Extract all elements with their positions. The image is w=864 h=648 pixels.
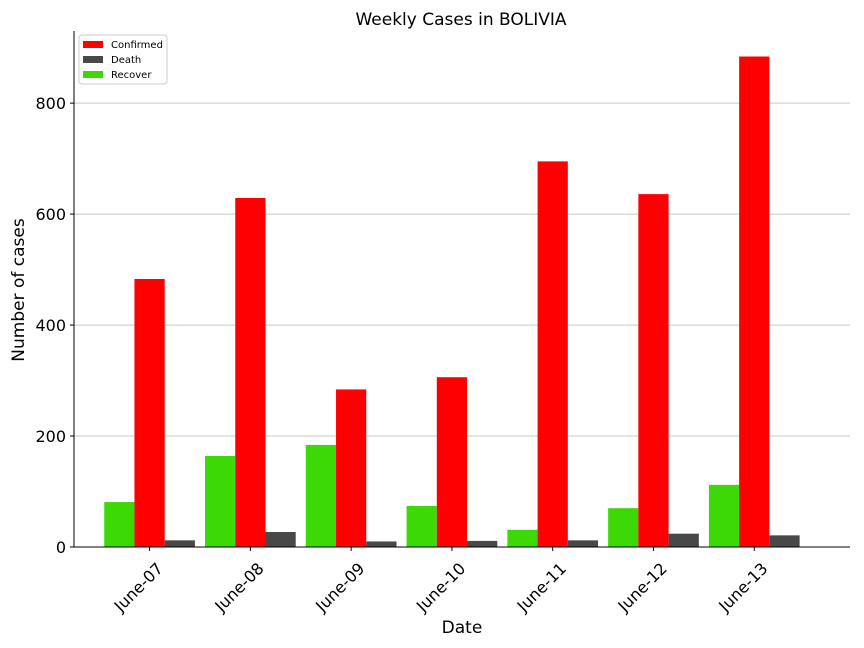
bar-confirmed-june-10: [436, 377, 468, 547]
x-tick-label-june-12: June-12: [614, 559, 671, 616]
bar-death-june-09: [366, 541, 397, 547]
x-tick-label-june-09: June-09: [311, 559, 368, 616]
y-tick-label-0: 0: [56, 538, 66, 557]
y-tick-label-200: 200: [35, 427, 66, 446]
bar-recover-june-08: [205, 456, 236, 547]
bar-recover-june-11: [507, 529, 538, 547]
bar-confirmed-june-08: [235, 198, 266, 547]
x-ticks: June-07 June-08 June-09 June-10 June-11 June-…: [110, 547, 772, 616]
legend: Confirmed Death Recover: [78, 34, 168, 85]
x-tick-label-june-13: June-13: [714, 559, 771, 616]
y-tick-label-800: 800: [35, 94, 66, 113]
x-axis-label: Date: [442, 618, 483, 638]
x-tick-label-june-08: June-08: [210, 559, 267, 616]
chart-title: Weekly Cases in BOLIVIA: [355, 10, 566, 30]
bar-death-june-08: [265, 532, 296, 547]
bar-confirmed-june-12: [638, 194, 669, 548]
bar-death-june-12: [668, 533, 699, 547]
legend-label-recover: Recover: [111, 70, 152, 81]
x-tick-label-june-10: June-10: [412, 559, 469, 616]
y-ticks: 0 200 400 600 800: [35, 94, 74, 557]
axes: [73, 31, 850, 548]
y-tick-label-400: 400: [35, 316, 66, 335]
legend-label-confirmed: Confirmed: [111, 40, 163, 51]
legend-swatch-death: [83, 56, 103, 63]
bar-death-june-10: [467, 540, 498, 547]
legend-label-death: Death: [111, 55, 141, 66]
x-tick-label-june-11: June-11: [513, 559, 570, 616]
bar-death-june-11: [567, 540, 599, 547]
bar-death-june-13: [769, 535, 800, 547]
legend-swatch-confirmed: [83, 41, 103, 48]
bar-recover-june-10: [406, 505, 437, 547]
bar-recover-june-07: [104, 502, 135, 547]
bar-confirmed-june-09: [336, 389, 367, 547]
bars: [104, 56, 800, 548]
bar-death-june-07: [164, 540, 195, 547]
bar-recover-june-09: [305, 444, 337, 547]
bar-recover-june-13: [708, 484, 740, 547]
bar-recover-june-12: [608, 508, 639, 547]
bar-confirmed-june-07: [134, 279, 165, 547]
legend-swatch-recover: [83, 71, 103, 78]
x-tick-label-june-07: June-07: [110, 559, 167, 616]
bar-confirmed-june-13: [739, 56, 770, 547]
y-tick-label-600: 600: [35, 205, 66, 224]
y-axis-label: Number of cases: [9, 218, 29, 362]
bar-confirmed-june-11: [537, 161, 568, 548]
